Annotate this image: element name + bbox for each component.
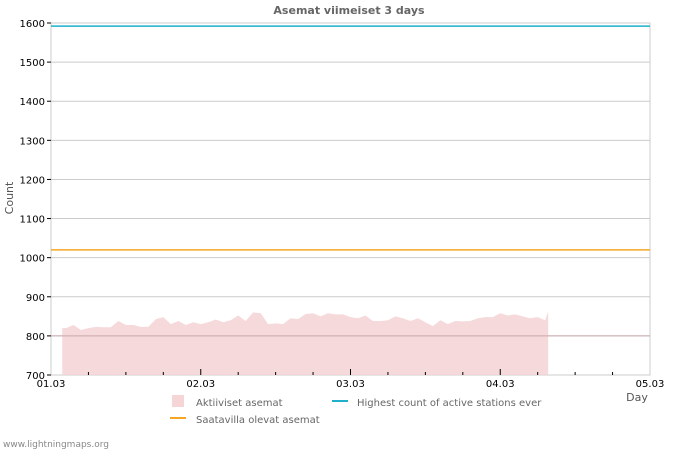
y-tick-label: 1200 <box>20 175 45 186</box>
y-tick-label: 1600 <box>20 19 45 30</box>
y-tick-label: 900 <box>26 293 45 304</box>
legend: Aktiiviset asemat Highest count of activ… <box>170 395 542 426</box>
x-tick-label: 04.03 <box>486 379 515 390</box>
y-tick-label: 1300 <box>20 136 45 147</box>
x-tick-label: 03.03 <box>336 379 365 390</box>
legend-swatch-active <box>172 395 184 407</box>
y-tick-label: 1100 <box>20 215 45 226</box>
y-tick-label: 1400 <box>20 97 45 108</box>
legend-swatch-available <box>170 417 186 419</box>
x-tick-label: 02.03 <box>186 379 215 390</box>
legend-label-available: Saatavilla olevat asemat <box>196 415 320 426</box>
legend-label-highest: Highest count of active stations ever <box>357 398 542 409</box>
x-tick-label: 01.03 <box>37 379 66 390</box>
y-tick-label: 800 <box>26 332 45 343</box>
footer-credit: www.lightningmaps.org <box>3 440 109 450</box>
y-tick-label: 1000 <box>20 254 45 265</box>
x-axis-label: Day <box>626 391 648 404</box>
area-active-stations <box>62 311 549 375</box>
legend-label-active: Aktiiviset asemat <box>196 398 283 409</box>
plot-area <box>50 22 651 376</box>
x-tick-label: 05.03 <box>636 379 665 390</box>
chart-title: Asemat viimeiset 3 days <box>273 4 425 17</box>
legend-swatch-highest <box>332 400 348 402</box>
y-tick-label: 700 <box>26 371 45 382</box>
y-tick-label: 1500 <box>20 58 45 69</box>
y-axis-label: Count <box>3 181 16 214</box>
